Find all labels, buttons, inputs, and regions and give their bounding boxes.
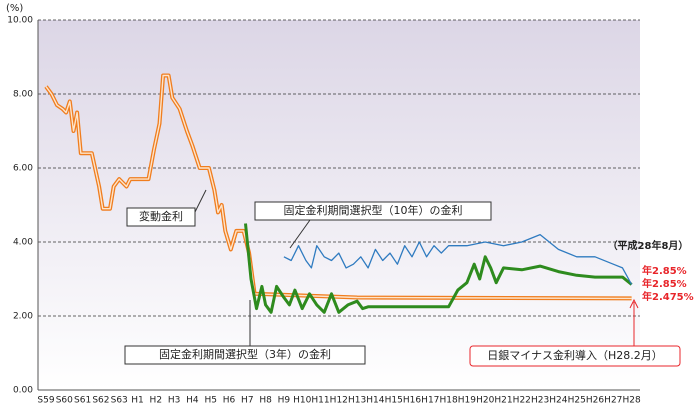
y-tick-label: 10.00 (7, 16, 33, 26)
series-label: 固定金利期間選択型（10年）の金利 (284, 203, 463, 217)
y-tick-label: 4.00 (13, 238, 33, 248)
x-tick-label: H24 (549, 396, 567, 406)
end-label: 年2.85% (642, 264, 687, 277)
x-tick-label: H7 (241, 396, 254, 406)
arrow (629, 298, 639, 309)
x-tick-label: H6 (223, 396, 236, 406)
x-tick-label: H1 (131, 396, 144, 406)
x-tick-label: H19 (458, 396, 476, 406)
x-tick-label: S62 (92, 396, 109, 406)
end-label: 年2.475% (642, 290, 694, 303)
x-tick-label: S59 (37, 396, 54, 406)
x-tick-label: H13 (348, 396, 366, 406)
series-label: 固定金利期間選択型（3年）の金利 (159, 347, 331, 361)
lines (44, 73, 633, 314)
x-tick-label: H26 (586, 396, 604, 406)
x-tick-label: H25 (568, 396, 586, 406)
date-note: （平成28年8月） (608, 239, 689, 252)
end-label: 年2.85% (642, 277, 687, 290)
x-tick-label: H12 (330, 396, 348, 406)
x-tick-label: H18 (439, 396, 457, 406)
unit-label: (%) (6, 3, 23, 14)
y-tick-label: 6.00 (13, 164, 33, 174)
x-tick-label: H8 (259, 396, 272, 406)
event-note: 日銀マイナス金利導入（H28.2月） (487, 348, 663, 362)
y-tick-label: 8.00 (13, 90, 33, 100)
x-tick-label: H11 (311, 396, 329, 406)
x-tick-label: H3 (168, 396, 181, 406)
x-tick-label: H22 (513, 396, 531, 406)
x-tick-label: S61 (74, 396, 91, 406)
x-tick-label: H16 (403, 396, 421, 406)
callout-box (126, 207, 196, 227)
x-tick-label: S63 (111, 396, 128, 406)
x-tick-label: H21 (494, 396, 512, 406)
leader (289, 219, 311, 249)
series-label: 変動金利 (139, 209, 183, 223)
callout-box (469, 345, 681, 367)
y-tick-label: 2.00 (13, 312, 33, 322)
x-tick-label: H20 (476, 396, 494, 406)
series-line-inner (45, 74, 632, 300)
grid (38, 19, 640, 317)
x-tick-label: H23 (531, 396, 549, 406)
x-tick-label: H27 (604, 396, 622, 406)
x-tick-label: H9 (278, 396, 291, 406)
x-tick-label: H15 (385, 396, 403, 406)
series-line (244, 223, 633, 314)
y-tick-label: 0.00 (13, 386, 33, 396)
leader (194, 189, 207, 213)
callout-box (254, 201, 492, 221)
x-tick-label: H17 (421, 396, 439, 406)
callout-box (124, 345, 366, 365)
x-tick-label: H4 (186, 396, 199, 406)
series-line (283, 233, 633, 285)
x-tick-label: H2 (150, 396, 163, 406)
x-tick-label: H5 (204, 396, 217, 406)
x-tick-label: H28 (622, 396, 640, 406)
x-tick-label: S60 (56, 396, 73, 406)
x-tick-label: H10 (293, 396, 311, 406)
x-tick-label: H14 (366, 396, 384, 406)
